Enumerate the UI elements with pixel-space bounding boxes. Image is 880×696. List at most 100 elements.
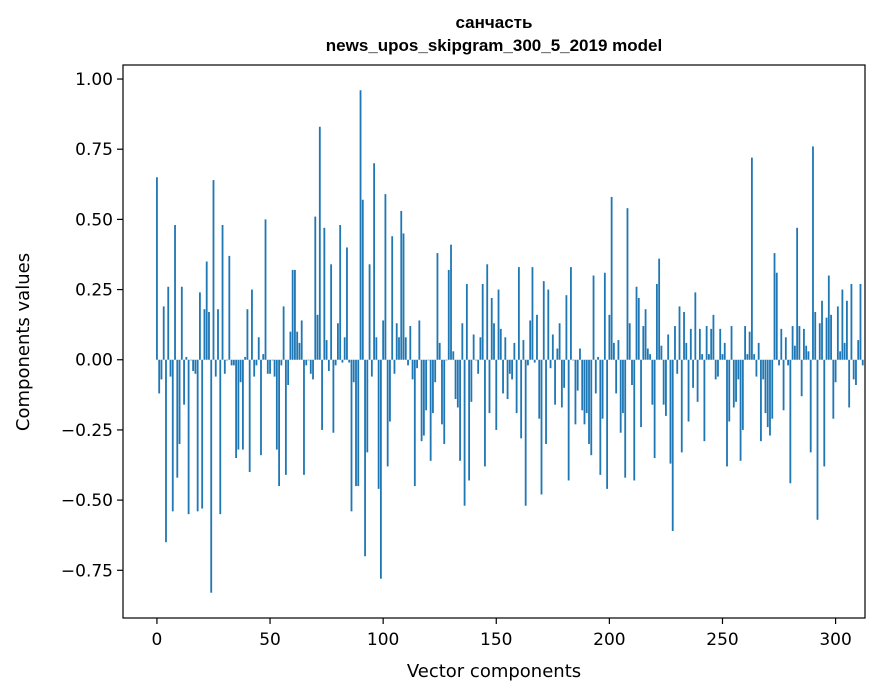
- bar-component-278: [784, 337, 787, 360]
- plot-frame: [122, 64, 866, 619]
- bar-component-211: [633, 359, 636, 481]
- bar-component-260: [744, 326, 747, 360]
- bar-component-99: [379, 359, 382, 579]
- bar-component-51: [271, 359, 274, 361]
- bar-component-54: [278, 359, 280, 487]
- bar-component-155: [506, 359, 509, 400]
- bar-component-128: [445, 359, 448, 361]
- bar-component-180: [563, 359, 566, 388]
- bar-component-165: [529, 320, 532, 360]
- bar-component-311: [859, 283, 862, 360]
- bar-component-82: [341, 359, 344, 363]
- bar-component-286: [803, 328, 805, 360]
- bar-component-33: [230, 359, 233, 366]
- x-tick-label: 50: [259, 630, 281, 650]
- bar-component-176: [554, 359, 556, 405]
- bar-component-34: [232, 359, 235, 366]
- bar-component-189: [583, 359, 586, 425]
- bar-component-57: [284, 359, 287, 475]
- y-tick-label: 0.25: [75, 281, 113, 301]
- bar-component-130: [450, 244, 452, 360]
- bar-component-8: [174, 225, 176, 360]
- bar-component-309: [855, 359, 857, 386]
- bar-component-112: [409, 326, 412, 360]
- bar-component-277: [782, 359, 785, 411]
- bar-component-174: [549, 359, 552, 369]
- bar-component-218: [649, 354, 651, 360]
- bar-component-59: [289, 331, 292, 360]
- bar-component-27: [217, 309, 219, 360]
- bar-component-265: [755, 359, 758, 377]
- bar-component-84: [346, 247, 348, 360]
- bar-component-255: [732, 359, 735, 408]
- bar-component-10: [178, 359, 181, 444]
- bar-component-88: [355, 359, 357, 487]
- chart-title-line2: news_upos_skipgram_300_5_2019 model: [326, 36, 662, 55]
- bar-component-281: [791, 326, 794, 360]
- bar-component-103: [389, 359, 391, 422]
- y-tick-label: −0.25: [61, 421, 113, 441]
- bar-component-197: [601, 359, 604, 419]
- y-tick-label: 0.50: [75, 210, 113, 230]
- bar-component-58: [287, 359, 290, 386]
- bar-component-266: [757, 342, 760, 360]
- bar-component-231: [678, 306, 681, 360]
- bar-component-32: [228, 255, 231, 360]
- bar-component-98: [377, 359, 380, 489]
- bar-component-222: [658, 258, 661, 360]
- bar-component-136: [463, 359, 466, 506]
- bar-component-209: [628, 323, 631, 360]
- bar-component-268: [762, 359, 765, 380]
- bar-component-42: [251, 289, 253, 360]
- bar-component-247: [714, 359, 717, 380]
- bar-component-227: [669, 359, 672, 464]
- bar-component-46: [260, 359, 262, 456]
- bar-component-257: [737, 359, 740, 380]
- bar-component-5: [167, 286, 170, 360]
- bar-component-294: [821, 300, 823, 360]
- bar-component-169: [538, 359, 541, 419]
- bar-component-107: [398, 337, 400, 360]
- bar-component-201: [610, 196, 613, 360]
- bar-component-168: [536, 314, 538, 360]
- bar-component-183: [570, 267, 572, 360]
- bar-component-78: [332, 359, 335, 433]
- bar-component-296: [825, 317, 828, 360]
- bar-component-101: [384, 194, 387, 360]
- bar-component-11: [180, 286, 183, 360]
- bar-component-206: [622, 359, 624, 414]
- bar-component-72: [318, 126, 321, 360]
- x-axis-ticks: 0 50 100 150 200 250 300: [152, 618, 852, 650]
- bar-component-193: [592, 275, 595, 360]
- bar-component-252: [726, 359, 728, 467]
- bar-component-235: [687, 359, 690, 422]
- bar-component-160: [517, 267, 520, 360]
- bar-component-70: [314, 216, 317, 360]
- bar-component-295: [823, 359, 826, 467]
- bar-component-15: [189, 359, 192, 361]
- bar-component-164: [527, 359, 529, 366]
- bar-component-90: [359, 90, 362, 360]
- bar-component-287: [805, 345, 808, 360]
- bar-component-159: [515, 359, 518, 414]
- bar-component-279: [787, 359, 789, 366]
- x-tick-label: 150: [480, 630, 512, 650]
- bar-component-94: [368, 264, 371, 360]
- bar-component-30: [223, 359, 226, 374]
- bar-component-246: [712, 314, 715, 360]
- bar-component-275: [778, 359, 780, 366]
- bar-component-161: [520, 359, 523, 439]
- bar-component-241: [701, 354, 704, 360]
- bar-component-105: [393, 359, 396, 374]
- bar-component-122: [432, 359, 434, 414]
- bar-component-55: [280, 359, 283, 366]
- bar-component-240: [698, 328, 701, 360]
- bar-component-47: [262, 354, 265, 360]
- bar-component-74: [323, 227, 326, 360]
- bar-component-290: [812, 146, 814, 360]
- bar-component-116: [418, 320, 421, 360]
- x-tick-label: 300: [819, 630, 851, 650]
- bar-component-179: [560, 359, 563, 408]
- bar-component-172: [545, 359, 547, 444]
